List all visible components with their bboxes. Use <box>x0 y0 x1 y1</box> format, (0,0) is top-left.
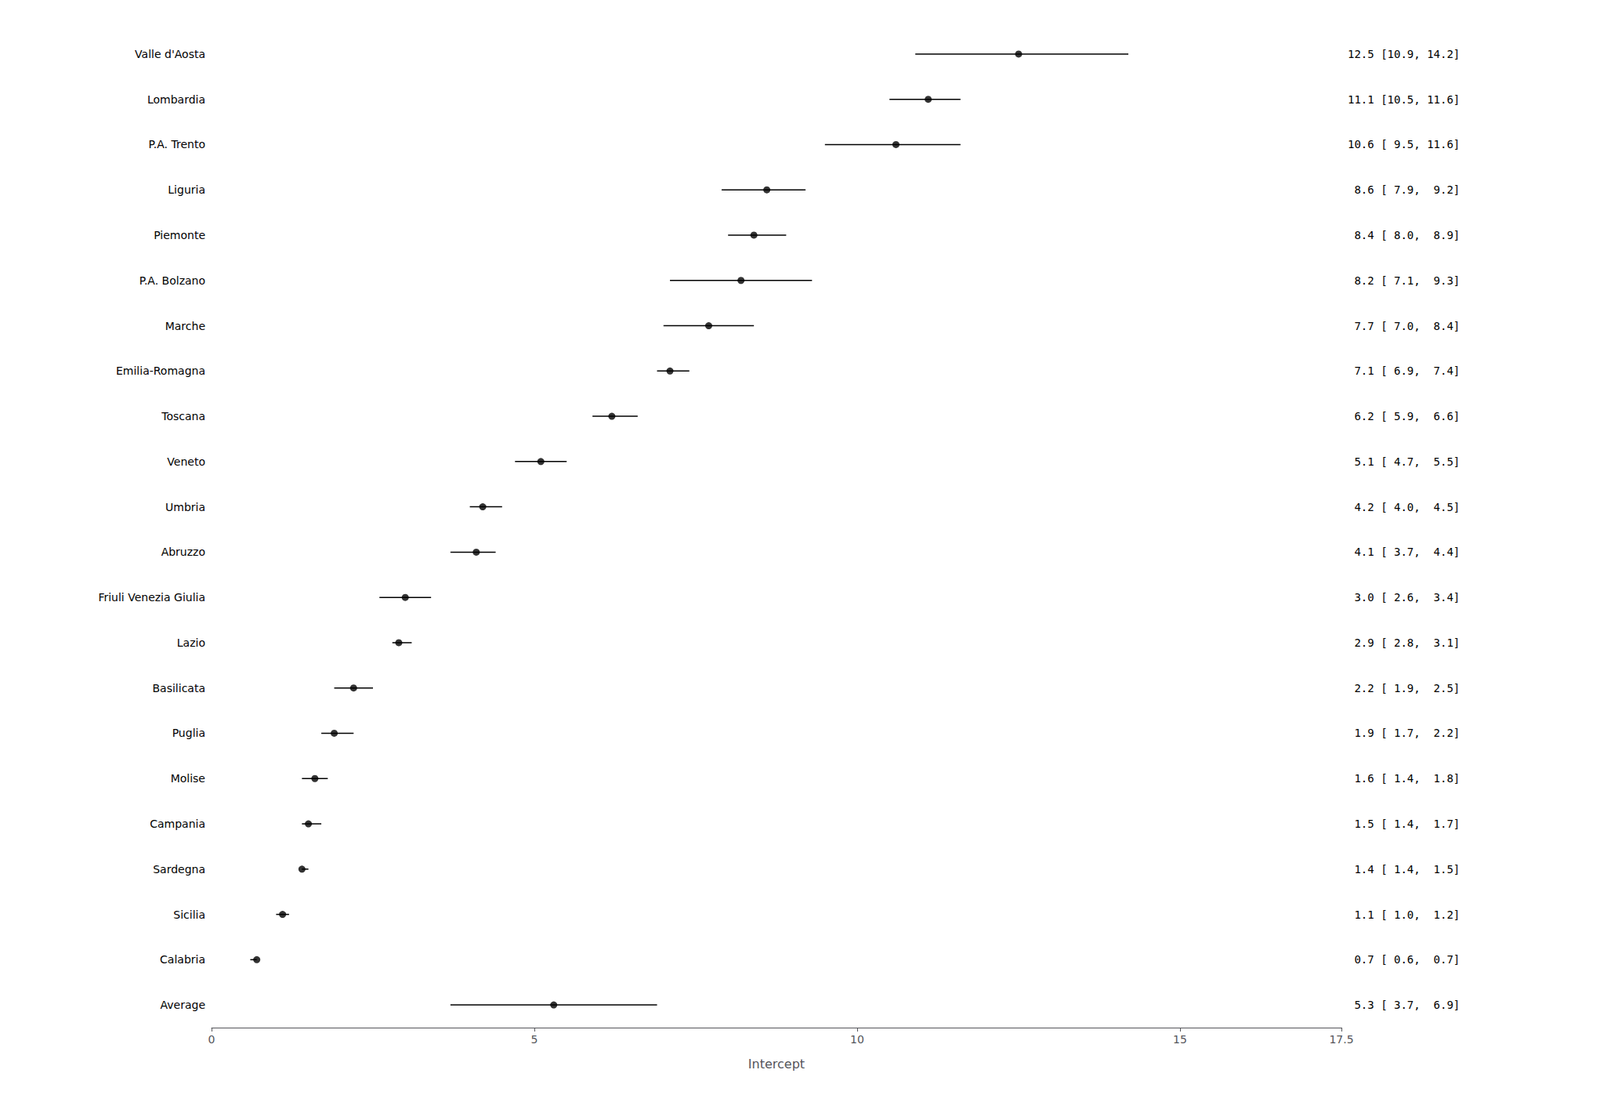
svg-text:Intercept: Intercept <box>748 1056 805 1072</box>
svg-text:Liguria: Liguria <box>167 183 206 196</box>
svg-text:0: 0 <box>208 1032 216 1046</box>
svg-text:15: 15 <box>1172 1032 1188 1046</box>
svg-text:Umbria: Umbria <box>165 500 206 514</box>
svg-text:1.6 [ 1.4, 1.8]: 1.6 [ 1.4, 1.8] <box>1347 771 1460 785</box>
svg-text:1.4 [ 1.4, 1.5]: 1.4 [ 1.4, 1.5] <box>1347 862 1460 876</box>
svg-text:3.0 [ 2.6, 3.4]: 3.0 [ 2.6, 3.4] <box>1347 590 1460 604</box>
svg-text:8.6 [ 7.9, 9.2]: 8.6 [ 7.9, 9.2] <box>1347 183 1460 196</box>
svg-text:Molise: Molise <box>170 771 206 785</box>
svg-text:1.1 [ 1.0, 1.2]: 1.1 [ 1.0, 1.2] <box>1347 908 1460 921</box>
svg-text:7.1 [ 6.9, 7.4]: 7.1 [ 6.9, 7.4] <box>1347 364 1460 377</box>
svg-text:2.2 [ 1.9, 2.5]: 2.2 [ 1.9, 2.5] <box>1347 681 1460 695</box>
svg-text:7.7 [ 7.0, 8.4]: 7.7 [ 7.0, 8.4] <box>1347 319 1460 333</box>
svg-text:Campania: Campania <box>149 817 206 830</box>
svg-text:P.A. Bolzano: P.A. Bolzano <box>139 274 206 287</box>
svg-text:Sicilia: Sicilia <box>173 908 206 921</box>
svg-text:5.1 [ 4.7, 5.5]: 5.1 [ 4.7, 5.5] <box>1347 455 1460 468</box>
svg-text:Veneto: Veneto <box>166 455 206 468</box>
svg-text:Piemonte: Piemonte <box>153 228 206 242</box>
svg-text:5.3 [ 3.7, 6.9]: 5.3 [ 3.7, 6.9] <box>1347 998 1460 1011</box>
svg-text:1.9 [ 1.7, 2.2]: 1.9 [ 1.7, 2.2] <box>1347 726 1460 739</box>
svg-text:Lazio: Lazio <box>177 636 206 649</box>
svg-text:Basilicata: Basilicata <box>152 681 207 695</box>
svg-text:Lombardia: Lombardia <box>147 93 206 106</box>
svg-text:Friuli Venezia Giulia: Friuli Venezia Giulia <box>97 590 206 604</box>
svg-text:Marche: Marche <box>165 319 206 333</box>
svg-text:10.6 [ 9.5, 11.6]: 10.6 [ 9.5, 11.6] <box>1347 137 1460 151</box>
svg-text:12.5 [10.9, 14.2]: 12.5 [10.9, 14.2] <box>1347 47 1460 61</box>
svg-text:Calabria: Calabria <box>159 952 206 966</box>
svg-text:Abruzzo: Abruzzo <box>161 545 206 558</box>
svg-text:8.4 [ 8.0, 8.9]: 8.4 [ 8.0, 8.9] <box>1347 228 1460 242</box>
svg-text:Valle d'Aosta: Valle d'Aosta <box>134 47 206 61</box>
svg-text:6.2 [ 5.9, 6.6]: 6.2 [ 5.9, 6.6] <box>1347 409 1460 423</box>
svg-text:Toscana: Toscana <box>160 409 206 423</box>
svg-text:P.A. Trento: P.A. Trento <box>148 137 206 151</box>
svg-text:Sardegna: Sardegna <box>152 862 206 876</box>
svg-text:4.2 [ 4.0, 4.5]: 4.2 [ 4.0, 4.5] <box>1347 500 1460 514</box>
svg-text:2.9 [ 2.8, 3.1]: 2.9 [ 2.8, 3.1] <box>1347 636 1460 649</box>
svg-text:Puglia: Puglia <box>172 726 206 739</box>
svg-text:1.5 [ 1.4, 1.7]: 1.5 [ 1.4, 1.7] <box>1347 817 1460 830</box>
svg-text:0.7 [ 0.6, 0.7]: 0.7 [ 0.6, 0.7] <box>1347 952 1460 966</box>
svg-text:10: 10 <box>850 1032 865 1046</box>
svg-text:4.1 [ 3.7, 4.4]: 4.1 [ 3.7, 4.4] <box>1347 545 1460 558</box>
svg-text:17.5: 17.5 <box>1328 1032 1354 1046</box>
svg-text:Average: Average <box>160 998 207 1011</box>
svg-text:8.2 [ 7.1, 9.3]: 8.2 [ 7.1, 9.3] <box>1347 274 1460 287</box>
svg-text:Emilia-Romagna: Emilia-Romagna <box>115 364 206 377</box>
svg-text:5: 5 <box>531 1032 539 1046</box>
svg-text:11.1 [10.5, 11.6]: 11.1 [10.5, 11.6] <box>1347 93 1460 106</box>
